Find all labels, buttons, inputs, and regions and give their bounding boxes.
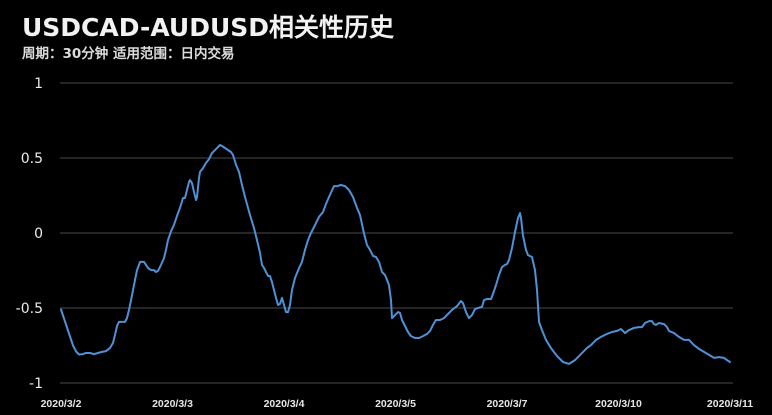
x-axis-labels: 2020/3/2 2020/3/3 2020/3/4 2020/3/5 2020/3/7… (41, 398, 754, 410)
x-tick-label: 2020/3/3 (152, 398, 193, 410)
x-tick-label: 2020/3/4 (264, 398, 305, 410)
y-tick-label: 0 (34, 226, 43, 242)
x-tick-label: 2020/3/10 (595, 398, 642, 410)
y-tick-label: 1 (34, 76, 43, 92)
y-axis-labels: 1 0.5 0 -0.5 -1 (16, 76, 43, 392)
gridlines (60, 82, 733, 384)
y-tick-label: -0.5 (16, 301, 43, 317)
x-tick-label: 2020/3/11 (707, 398, 753, 410)
chart-subtitle: 周期：30分钟 适用范围：日内交易 (22, 46, 235, 62)
y-tick-label: -1 (29, 376, 43, 392)
x-tick-label: 2020/3/7 (487, 398, 528, 410)
y-tick-label: 0.5 (21, 151, 43, 167)
chart-title: USDCAD-AUDUSD相关性历史 (22, 13, 395, 42)
correlation-line (60, 144, 731, 365)
x-tick-label: 2020/3/5 (375, 398, 416, 410)
x-tick-label: 2020/3/2 (41, 398, 82, 410)
